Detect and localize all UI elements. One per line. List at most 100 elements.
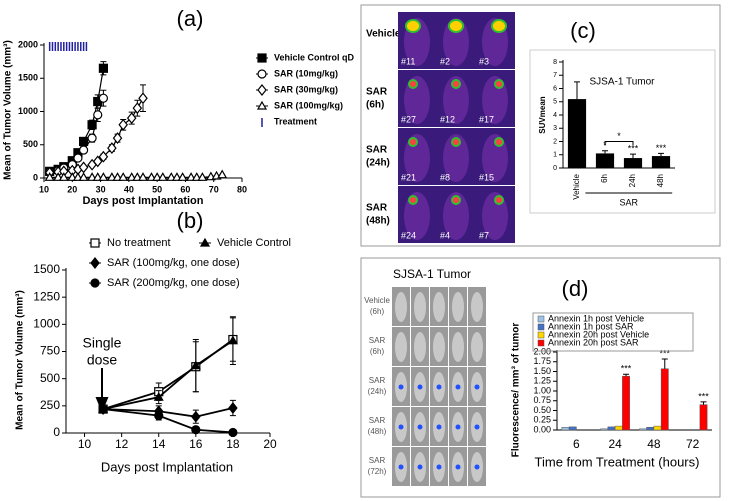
significance: ***	[656, 143, 667, 153]
pet-body	[443, 134, 469, 182]
fluor-spot	[398, 464, 404, 470]
mouse	[452, 332, 464, 362]
pet-signal	[408, 79, 418, 89]
marker	[256, 100, 268, 110]
error-bar	[602, 150, 608, 154]
annotation: dose	[87, 352, 118, 368]
marker	[73, 153, 83, 163]
x-tick-label: 48h	[656, 174, 665, 187]
fluor-row-label: (6h)	[370, 347, 385, 356]
marker	[190, 360, 201, 370]
x-axis-label: Days post Implantation	[101, 459, 233, 474]
fluor-row-label: SAR	[369, 416, 386, 425]
x-tick-label: 24	[608, 437, 622, 451]
x-tick-label: 70	[209, 184, 219, 194]
y-tick-label: 750	[40, 344, 60, 358]
marker	[98, 150, 109, 163]
marker	[98, 63, 109, 73]
x-tick-label: 10	[78, 437, 92, 451]
pet-row-label: (48h)	[366, 216, 390, 227]
bar	[660, 368, 669, 431]
annotation-arrow	[95, 368, 109, 413]
marker	[118, 172, 129, 181]
fluor-spot	[455, 464, 461, 470]
bracket	[604, 141, 634, 146]
pet-id: #24	[401, 230, 416, 240]
pet-id: #8	[440, 172, 450, 182]
pet-signal	[405, 19, 421, 33]
pet-id: #4	[440, 230, 450, 240]
y-tick-label: 5	[553, 99, 557, 106]
y-tick-label: 0.75	[533, 395, 551, 405]
x-tick-label: 40	[124, 184, 134, 194]
group-label: SAR	[620, 197, 639, 207]
pet-signal	[494, 79, 504, 89]
pet-signal	[451, 137, 461, 147]
significance: ***	[660, 348, 671, 358]
pet-row-label: Vehicle	[366, 29, 401, 40]
error-bar	[700, 401, 707, 405]
y-tick-label: 2	[553, 138, 557, 145]
error-bar	[661, 358, 668, 369]
bar	[653, 425, 662, 431]
y-tick-label: 1	[553, 152, 557, 159]
y-axis-label: Mean of Tumor Volume (mm³)	[3, 40, 14, 180]
marker	[257, 69, 267, 79]
pet-id: #27	[401, 114, 416, 124]
legend-label: SAR (30mg/kg)	[274, 84, 338, 94]
legend-swatch	[537, 323, 545, 331]
bar	[623, 158, 643, 168]
bar	[699, 404, 708, 431]
x-tick-label: 6h	[600, 174, 609, 183]
fluor-spot	[398, 384, 404, 390]
pet-signal	[448, 19, 464, 33]
pet-signal	[408, 137, 418, 147]
legend-frame	[532, 312, 694, 352]
marker	[118, 118, 128, 131]
marker	[58, 172, 69, 181]
fluor-spot	[417, 424, 423, 430]
pet-id: #2	[440, 56, 450, 66]
pet-id: #11	[401, 56, 415, 66]
pet-signal	[451, 79, 461, 89]
pet-id: #17	[479, 114, 494, 124]
mouse	[395, 292, 407, 322]
fluor-row-label: (72h)	[368, 467, 387, 476]
panel-label: (b)	[177, 208, 204, 233]
marker	[107, 142, 117, 155]
x-tick-label: 60	[180, 184, 190, 194]
legend-label: SAR (200mg/kg, one dose)	[107, 277, 240, 289]
mouse	[452, 292, 464, 322]
y-tick-label: 8	[553, 59, 557, 66]
chart-c-frame	[529, 49, 716, 214]
y-tick-label: 1.75	[533, 356, 551, 366]
marker	[132, 102, 143, 115]
y-tick-label: 250	[40, 398, 60, 412]
pet-id: #3	[479, 56, 489, 66]
legend-label: Vehicle Control qD	[274, 52, 355, 62]
bar	[567, 99, 587, 168]
y-tick-label: 0.00	[533, 424, 551, 434]
y-tick-label: 1500	[18, 73, 38, 83]
marker	[177, 172, 188, 181]
fluor-spot	[474, 464, 480, 470]
marker	[126, 112, 137, 125]
legend-label: SAR (100mg/kg)	[274, 100, 343, 110]
series-line	[102, 339, 234, 410]
pet-row-label: (6h)	[366, 100, 384, 111]
fluor-spot	[455, 424, 461, 430]
marker	[228, 402, 238, 414]
pet-row-label: SAR	[366, 87, 388, 98]
x-tick-label: 10	[39, 184, 49, 194]
x-tick-label: 14	[152, 437, 166, 451]
marker	[87, 120, 97, 130]
marker	[112, 132, 123, 145]
pet-body	[443, 192, 469, 240]
legend-swatch	[537, 331, 545, 339]
fluor-spot	[474, 424, 480, 430]
fluor-spot	[398, 424, 404, 430]
y-tick-label: 0.25	[533, 415, 551, 425]
pet-signal	[491, 19, 507, 33]
marker	[138, 92, 148, 105]
